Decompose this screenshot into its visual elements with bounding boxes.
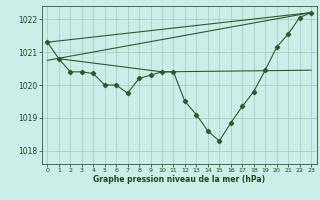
X-axis label: Graphe pression niveau de la mer (hPa): Graphe pression niveau de la mer (hPa) xyxy=(93,175,265,184)
